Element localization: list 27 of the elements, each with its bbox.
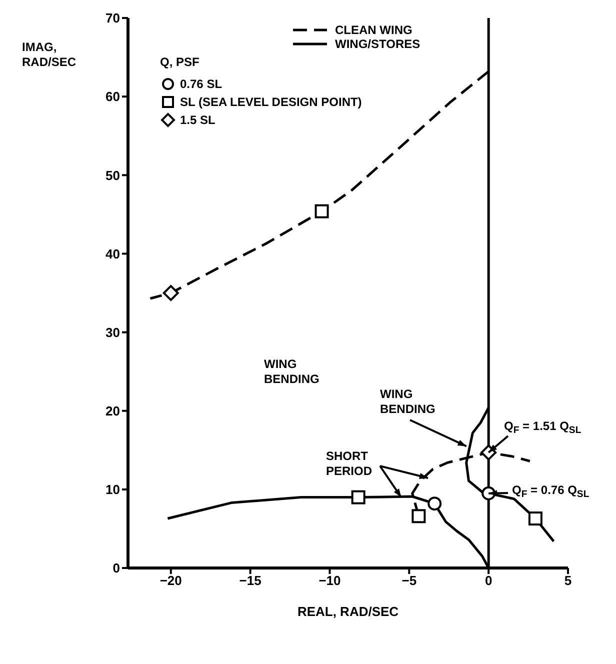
x-tick-label: −20 xyxy=(160,573,182,588)
legend-label: 0.76 SL xyxy=(180,77,222,91)
legend-label: 1.5 SL xyxy=(180,113,216,127)
x-tick-label: 0 xyxy=(484,573,492,588)
x-tick-label: −15 xyxy=(239,573,262,588)
legend-label: SL (SEA LEVEL DESIGN POINT) xyxy=(180,95,362,109)
x-tick-label: −10 xyxy=(318,573,341,588)
legend-title: Q, PSF xyxy=(160,55,200,69)
y-tick-label: 50 xyxy=(106,168,120,183)
y-tick-label: 70 xyxy=(106,10,120,26)
annotation: SHORT PERIOD xyxy=(326,449,372,478)
y-tick-label: 40 xyxy=(106,246,120,262)
annotation: Q$_{F}$ = 1.51 Q$_{SL}$ xyxy=(504,419,582,436)
y-tick-label: 10 xyxy=(106,482,120,498)
legend-label: WING/STORES xyxy=(335,37,420,51)
y-tick-label: 20 xyxy=(106,403,120,418)
annotation: WING BENDING xyxy=(380,387,436,416)
x-axis-title: REAL, RAD/SEC xyxy=(297,604,400,619)
x-tick-label: −5 xyxy=(402,573,417,588)
y-tick-label: 60 xyxy=(106,89,120,104)
annotation: WING BENDING xyxy=(264,357,320,386)
legend-label: CLEAN WING xyxy=(335,23,412,37)
y-axis-title: IMAG, RAD/SEC xyxy=(22,40,78,70)
x-tick-label: 5 xyxy=(564,573,572,588)
annotation: Q$_{F}$ = 0.76 Q$_{SL}$ xyxy=(512,483,590,500)
y-tick-label: 0 xyxy=(112,560,120,576)
y-tick-label: 30 xyxy=(106,324,120,340)
